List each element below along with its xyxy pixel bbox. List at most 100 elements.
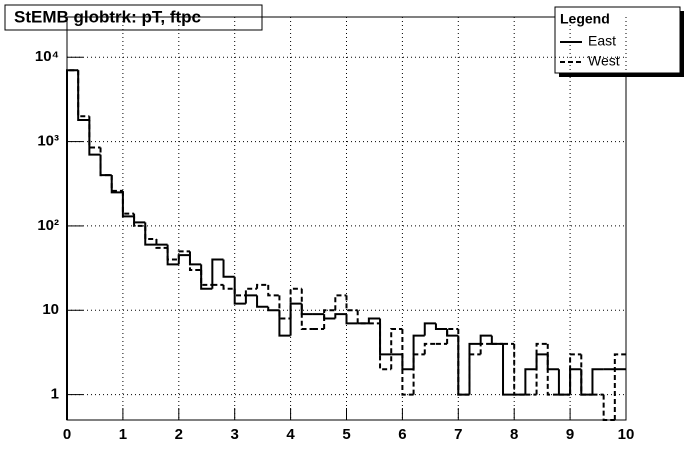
hist-bin	[379, 323, 392, 371]
hist-bin	[233, 288, 246, 297]
hist-bin	[379, 318, 392, 356]
hist-bin	[188, 255, 202, 266]
hist-bin	[300, 303, 313, 316]
hist-bin	[256, 283, 269, 289]
hist-bin	[256, 295, 269, 308]
hist-bin	[557, 369, 571, 396]
x-tick-label: 4	[286, 426, 295, 443]
hist-bin	[233, 276, 246, 305]
hist-bin	[300, 288, 313, 330]
hist-bin	[546, 354, 559, 371]
hist-bin	[267, 284, 280, 297]
legend-label: West	[588, 53, 620, 69]
hist-bin	[133, 216, 146, 224]
hist-bin	[390, 327, 403, 370]
hist-bin	[423, 322, 436, 336]
x-tick-label: 2	[175, 426, 183, 443]
y-tick-label: 1	[51, 386, 59, 403]
hist-bin	[446, 328, 459, 337]
hist-bin	[401, 328, 414, 396]
hist-bin	[334, 294, 347, 311]
x-tick-label: 10	[618, 426, 635, 443]
legend-title: Legend	[560, 11, 610, 27]
hist-bin	[110, 175, 123, 192]
hist-bin	[289, 287, 302, 319]
y-tick-label: 10²	[37, 217, 59, 234]
hist-bin	[479, 334, 492, 344]
hist-bin	[602, 394, 615, 421]
hist-bin	[524, 368, 537, 395]
hist-bin	[412, 334, 425, 370]
hist-bin	[144, 225, 157, 240]
hist-bin	[569, 353, 582, 395]
hist-bin	[323, 309, 336, 329]
hist-bin	[434, 323, 448, 330]
hist-bin	[166, 247, 179, 261]
hist-bin	[133, 213, 146, 227]
hist-bin	[211, 258, 224, 289]
y-tick-label: 10³	[37, 133, 59, 150]
hist-bin	[77, 70, 90, 118]
y-tick-label: 10	[42, 301, 59, 318]
x-tick-label: 7	[454, 426, 462, 443]
hist-bin	[345, 314, 358, 325]
hist-bin	[468, 353, 481, 395]
hist-bin	[457, 335, 470, 396]
hist-bin	[244, 294, 258, 304]
hist-bin	[580, 369, 593, 396]
hist-bin	[121, 190, 135, 215]
legend-box	[554, 6, 681, 74]
hist-bin	[457, 328, 470, 396]
hist-bin	[155, 238, 168, 249]
hist-bin	[401, 354, 414, 371]
hist-bin	[535, 342, 548, 395]
x-tick-label: 9	[566, 426, 574, 443]
legend-label: East	[588, 33, 616, 49]
hist-bin	[356, 310, 369, 325]
hist-bin	[423, 342, 436, 355]
x-tick-label: 0	[63, 426, 71, 443]
hist-bin	[289, 302, 302, 336]
hist-bin	[535, 353, 548, 370]
hist-bin	[188, 251, 202, 272]
hist-bin	[412, 353, 425, 395]
hist-bin	[580, 354, 593, 396]
x-tick-label: 3	[231, 426, 239, 443]
hist-bin	[177, 250, 190, 260]
x-tick-label: 5	[342, 426, 350, 443]
hist-bin	[177, 254, 190, 265]
hist-bin	[323, 314, 336, 320]
y-tick-label: 10⁴	[35, 48, 59, 65]
hist-bin	[278, 310, 291, 337]
hist-bin	[88, 116, 101, 149]
hist-bin	[345, 295, 358, 312]
hist-bin	[446, 327, 459, 344]
hist-bin	[546, 343, 559, 396]
hist-bin	[513, 343, 526, 396]
hist-bin	[591, 368, 604, 395]
hist-bin	[200, 270, 213, 286]
x-tick-label: 1	[119, 426, 127, 443]
hist-bin	[166, 244, 179, 266]
hist-bin	[66, 69, 79, 420]
hist-bin	[144, 222, 157, 246]
x-tick-label: 8	[510, 426, 518, 443]
hist-bin	[479, 342, 492, 355]
hist-bin	[278, 295, 291, 320]
hist-bin	[468, 342, 481, 395]
hist-bin	[267, 306, 280, 312]
hist-bin	[334, 313, 347, 319]
hist-bin	[244, 287, 258, 296]
hist-bin	[222, 284, 235, 290]
hist-bin	[66, 69, 79, 420]
hist-bin	[490, 335, 504, 345]
hist-bin	[99, 154, 112, 177]
hist-bin	[88, 120, 101, 156]
hist-bin	[502, 343, 515, 396]
hist-bin	[77, 70, 90, 122]
x-tick-label: 6	[398, 426, 406, 443]
hist-bin	[569, 368, 582, 395]
legend: Legend	[554, 6, 684, 77]
hist-bin	[613, 353, 626, 420]
